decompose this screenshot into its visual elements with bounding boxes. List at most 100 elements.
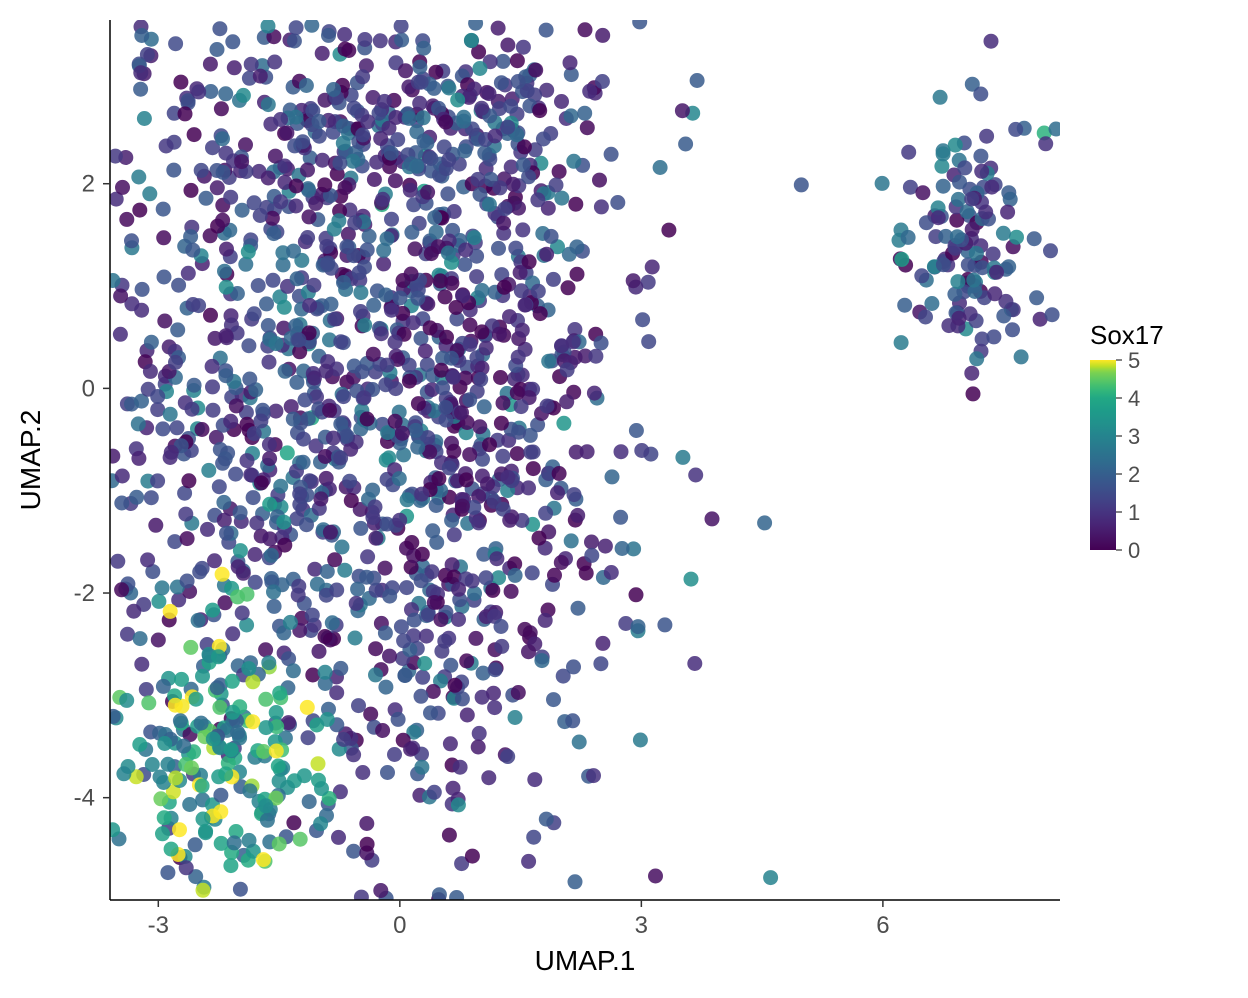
scatter-point <box>163 407 178 422</box>
scatter-point <box>319 239 334 254</box>
scatter-point <box>936 257 951 272</box>
scatter-point <box>225 34 240 49</box>
scatter-point <box>333 334 348 349</box>
scatter-point <box>329 583 344 598</box>
scatter-point <box>315 153 330 168</box>
scatter-point <box>215 131 230 146</box>
scatter-point <box>198 824 213 839</box>
scatter-point <box>173 75 188 90</box>
scatter-point <box>269 744 284 759</box>
scatter-point <box>262 531 277 546</box>
scatter-point <box>497 280 512 295</box>
scatter-point <box>280 445 295 460</box>
scatter-point <box>964 366 979 381</box>
scatter-point <box>477 399 492 414</box>
scatter-point <box>763 870 778 885</box>
scatter-point <box>148 518 163 533</box>
scatter-point <box>219 280 234 295</box>
legend-tick-label: 0 <box>1128 538 1140 563</box>
scatter-point <box>571 601 586 616</box>
scatter-point <box>387 747 402 762</box>
scatter-point <box>547 568 562 583</box>
scatter-point <box>322 403 337 418</box>
scatter-point <box>936 179 951 194</box>
scatter-point <box>444 351 459 366</box>
scatter-point <box>262 497 277 512</box>
scatter-point <box>496 396 511 411</box>
scatter-point <box>312 644 327 659</box>
scatter-point <box>195 422 210 437</box>
scatter-point <box>375 723 390 738</box>
scatter-point <box>511 685 526 700</box>
scatter-point <box>225 674 240 689</box>
scatter-point <box>482 86 497 101</box>
scatter-point <box>346 248 361 263</box>
scatter-point <box>511 74 526 89</box>
scatter-point <box>615 541 630 556</box>
scatter-point <box>205 603 220 618</box>
scatter-point <box>194 716 209 731</box>
scatter-point <box>225 626 240 641</box>
scatter-point <box>326 82 341 97</box>
scatter-point <box>210 42 225 57</box>
scatter-point <box>525 565 540 580</box>
scatter-point <box>570 267 585 282</box>
scatter-point <box>131 451 146 466</box>
scatter-point <box>595 636 610 651</box>
scatter-point <box>296 455 311 470</box>
scatter-point <box>299 78 314 93</box>
scatter-point <box>402 374 417 389</box>
scatter-point <box>156 230 171 245</box>
scatter-point <box>293 832 308 847</box>
scatter-point <box>355 127 370 142</box>
scatter-point <box>516 40 531 55</box>
scatter-point <box>359 570 374 585</box>
scatter-point <box>412 96 427 111</box>
scatter-point <box>249 516 264 531</box>
scatter-point <box>264 548 279 563</box>
scatter-point <box>500 749 515 764</box>
scatter-point <box>191 84 206 99</box>
scatter-point <box>206 732 221 747</box>
scatter-point <box>427 210 442 225</box>
scatter-point <box>508 710 523 725</box>
scatter-point <box>587 386 602 401</box>
scatter-point <box>326 431 341 446</box>
scatter-point <box>464 33 479 48</box>
scatter-point <box>400 492 415 507</box>
scatter-point <box>894 335 909 350</box>
scatter-point <box>489 551 504 566</box>
scatter-point <box>570 508 585 523</box>
scatter-point <box>538 506 553 521</box>
scatter-point <box>388 110 403 125</box>
scatter-point <box>429 535 444 550</box>
scatter-point <box>486 686 501 701</box>
legend-ticks: 012345 <box>1116 348 1140 563</box>
scatter-point <box>479 570 494 585</box>
scatter-point <box>544 229 559 244</box>
scatter-point <box>427 81 442 96</box>
scatter-point <box>133 65 148 80</box>
scatter-point <box>133 82 148 97</box>
scatter-point <box>105 273 120 288</box>
scatter-point <box>277 159 292 174</box>
scatter-point <box>598 539 613 554</box>
y-tick-label: -4 <box>74 785 95 812</box>
legend-tick-label: 3 <box>1128 424 1140 449</box>
scatter-point <box>246 490 261 505</box>
scatter-point <box>378 288 393 303</box>
scatter-point <box>230 725 245 740</box>
scatter-point <box>506 177 521 192</box>
scatter-point <box>375 192 390 207</box>
scatter-point <box>526 461 541 476</box>
scatter-point <box>614 444 629 459</box>
scatter-point <box>229 398 244 413</box>
scatter-point <box>444 513 459 528</box>
scatter-point <box>215 456 230 471</box>
scatter-point <box>240 453 255 468</box>
scatter-point <box>380 358 395 373</box>
scatter-point <box>595 74 610 89</box>
scatter-point <box>168 355 183 370</box>
scatter-point <box>1005 322 1020 337</box>
scatter-point <box>511 350 526 365</box>
